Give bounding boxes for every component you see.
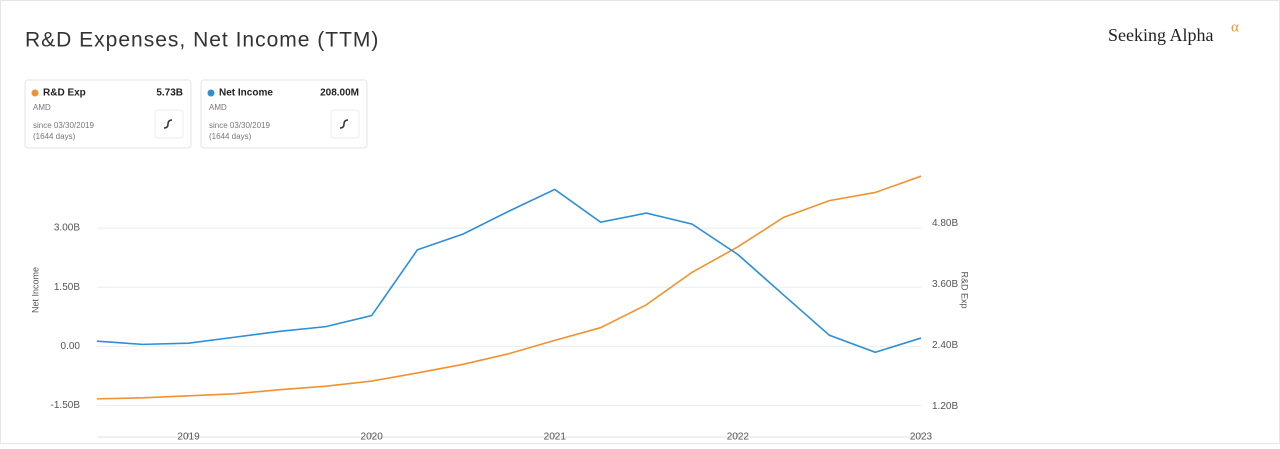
legend-name: Net Income <box>219 88 273 99</box>
chart-title: R&D Expenses, Net Income (TTM) <box>25 29 379 52</box>
legend-swatch <box>31 89 39 97</box>
legend-days: (1644 days) <box>209 132 252 141</box>
legend-since: since 03/30/2019 <box>33 121 94 130</box>
y-tick-label: 3.00B <box>54 223 80 234</box>
y2-tick-label: 1.20B <box>932 401 958 412</box>
x-tick-label: 2021 <box>544 432 567 443</box>
y-axis-label: Net Income <box>30 267 40 313</box>
y-tick-label: 1.50B <box>54 282 80 293</box>
sparkline-icon <box>163 119 173 129</box>
sparkline-icon <box>339 119 349 129</box>
x-tick-label: 2023 <box>910 432 933 443</box>
sparkline-button <box>330 109 360 139</box>
x-tick-label: 2019 <box>177 432 200 443</box>
legend-since: since 03/30/2019 <box>209 121 270 130</box>
y2-tick-label: 4.80B <box>932 218 958 229</box>
y2-tick-label: 2.40B <box>932 340 958 351</box>
brand-mark: α <box>1231 19 1239 35</box>
y2-tick-label: 3.60B <box>932 279 958 290</box>
series-line <box>96 188 922 354</box>
legend-card <box>24 79 192 149</box>
legend-value: 5.73B <box>156 88 183 99</box>
brand: Seeking Alpha <box>1108 25 1214 45</box>
legend-name: R&D Exp <box>43 88 86 99</box>
y-tick-label: -1.50B <box>51 400 81 411</box>
legend-swatch <box>207 89 215 97</box>
legend-days: (1644 days) <box>33 132 76 141</box>
legend-ticker: AMD <box>33 103 51 112</box>
series-line <box>96 175 922 400</box>
sparkline-button <box>154 109 184 139</box>
legend-card <box>200 79 368 149</box>
legend-value: 208.00M <box>320 88 359 99</box>
legend-ticker: AMD <box>209 103 227 112</box>
y2-axis-label: R&D Exp <box>960 271 970 308</box>
y-tick-label: 0.00 <box>61 341 81 352</box>
x-tick-label: 2020 <box>361 432 384 443</box>
x-tick-label: 2022 <box>727 432 750 443</box>
